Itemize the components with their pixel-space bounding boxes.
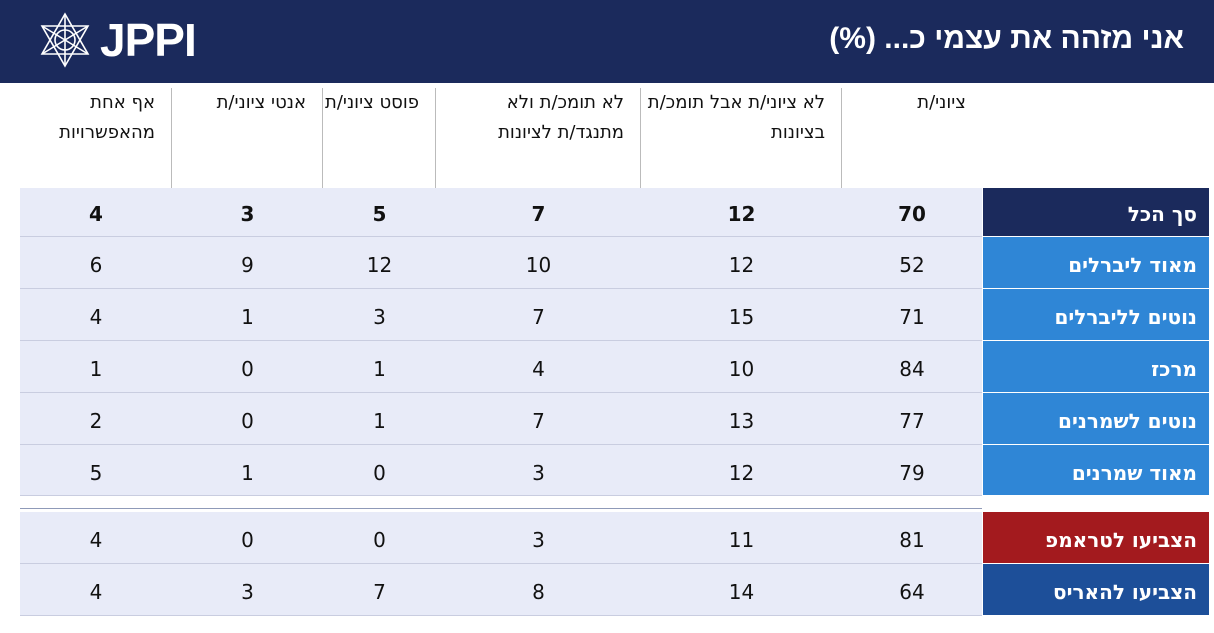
table-row — [20, 512, 982, 564]
jppi-logo: JPPI — [36, 10, 197, 70]
table-cell: 4 — [89, 580, 103, 604]
table-cell: 6 — [89, 253, 103, 277]
table-cell: 64 — [899, 580, 925, 604]
table-cell: 4 — [89, 202, 103, 226]
table-row — [20, 188, 982, 237]
table-cell: 4 — [89, 305, 103, 329]
table-cell: 79 — [899, 461, 925, 485]
table-cell: 7 — [532, 305, 545, 329]
header-banner: JPPI אני מזהה את עצמי כ... (%) — [0, 0, 1214, 83]
row-label-very-conservative: מאוד שמרנים — [983, 445, 1209, 495]
table-cell: 10 — [728, 357, 755, 381]
row-label-center: מרכז — [983, 341, 1209, 392]
table-cell: 71 — [899, 305, 925, 329]
table-cell: 4 — [532, 357, 545, 381]
row-label-total: סך הכל — [983, 188, 1209, 236]
table-cell: 13 — [728, 409, 755, 433]
table-cell: 1 — [241, 305, 254, 329]
column-header-none: אף אחת מהאפשרויות — [20, 88, 172, 188]
section-divider — [20, 508, 982, 509]
column-header-anti-zionist: אנטי ציוני/ת — [172, 88, 323, 188]
table-row — [20, 237, 982, 289]
table-cell: 0 — [241, 357, 254, 381]
logo-text: JPPI — [100, 14, 197, 66]
table-cell: 1 — [373, 357, 386, 381]
table-row — [20, 393, 982, 445]
table-cell: 3 — [373, 305, 386, 329]
table-cell: 12 — [728, 461, 755, 485]
table-row — [20, 445, 982, 496]
table-row — [20, 289, 982, 341]
table-cell: 2 — [89, 409, 103, 433]
table-cell: 15 — [728, 305, 755, 329]
table-cell: 11 — [728, 528, 755, 552]
table-cell: 0 — [373, 461, 386, 485]
table-cell: 8 — [532, 580, 545, 604]
table-cell: 5 — [372, 202, 387, 226]
column-header-not-zionist-but-supports: לא ציוני/ת אבל תומכ/ת בציונות — [641, 88, 842, 188]
table-cell: 84 — [899, 357, 925, 381]
table-cell: 0 — [241, 528, 254, 552]
row-label-trump-voters: הצביעו לטראמפ — [983, 512, 1209, 563]
table-cell: 12 — [727, 202, 756, 226]
table-cell: 14 — [728, 580, 755, 604]
table-cell: 1 — [89, 357, 103, 381]
table-cell: 1 — [241, 461, 254, 485]
table-cell: 9 — [241, 253, 254, 277]
page-title: אני מזהה את עצמי כ... (%) — [829, 22, 1184, 55]
table-cell: 7 — [532, 409, 545, 433]
column-header-zionist: ציוני/ת — [917, 92, 966, 113]
column-header-neutral: לא תומכ/ת ולא מתנגד/ת לציונות — [436, 88, 641, 188]
table-cell: 7 — [373, 580, 386, 604]
table-cell: 0 — [241, 409, 254, 433]
table-cell: 12 — [366, 253, 393, 277]
table-cell: 5 — [89, 461, 103, 485]
column-header-post-zionist: פוסט ציוני/ת — [323, 88, 436, 188]
table-cell: 3 — [241, 580, 254, 604]
table-cell: 4 — [89, 528, 103, 552]
table-cell: 7 — [531, 202, 546, 226]
star-of-david-icon — [40, 12, 90, 68]
row-label-leaning-liberal: נוטים לליברלים — [983, 289, 1209, 340]
row-label-very-liberal: מאוד ליברלים — [983, 237, 1209, 288]
table-cell: 3 — [532, 461, 545, 485]
table-cell: 70 — [898, 202, 926, 226]
table-cell: 77 — [899, 409, 925, 433]
table-cell: 0 — [373, 528, 386, 552]
table-cell: 81 — [899, 528, 925, 552]
table-row — [20, 564, 982, 616]
row-label-harris-voters: הצביעו להאריס — [983, 564, 1209, 615]
table-cell: 1 — [373, 409, 386, 433]
table-cell: 52 — [899, 253, 925, 277]
table-cell: 3 — [240, 202, 255, 226]
table-cell: 3 — [532, 528, 545, 552]
table-row — [20, 341, 982, 393]
table-cell: 10 — [525, 253, 552, 277]
table-cell: 12 — [728, 253, 755, 277]
row-label-leaning-conservative: נוטים לשמרנים — [983, 393, 1209, 444]
